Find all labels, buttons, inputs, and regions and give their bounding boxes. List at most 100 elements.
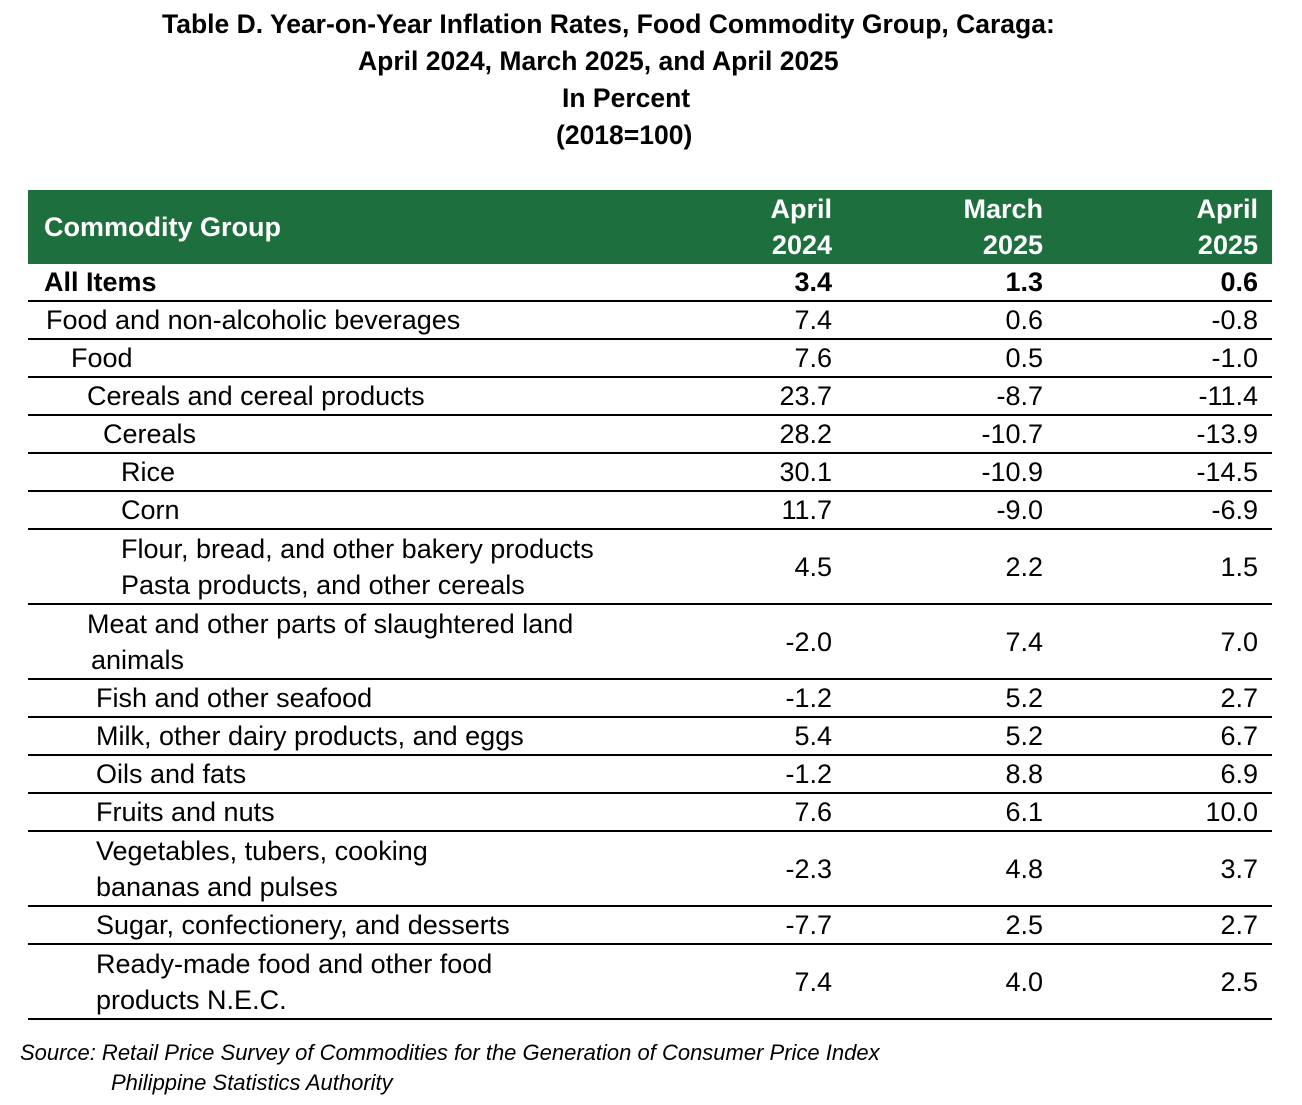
cell-april-2025: 2.7 <box>1058 906 1272 945</box>
cell-april-2024: 3.4 <box>700 264 852 302</box>
cell-march-2025: -10.7 <box>852 415 1058 454</box>
row-label-line2: Pasta products, and other cereals <box>121 569 525 600</box>
cell-march-2025: 8.8 <box>852 755 1058 794</box>
cell-april-2025: 6.9 <box>1058 755 1272 794</box>
cell-april-2024: 23.7 <box>700 377 852 416</box>
row-label: Cereals and cereal products <box>28 377 700 416</box>
title-line-2: April 2024, March 2025, and April 2025 <box>358 46 839 76</box>
cell-march-2025: 0.5 <box>852 339 1058 378</box>
cell-april-2025: -6.9 <box>1058 491 1272 530</box>
cell-april-2024: -2.3 <box>700 831 852 907</box>
row-label: Fish and other seafood <box>28 679 700 718</box>
cell-march-2025: 2.5 <box>852 906 1058 945</box>
cell-march-2025: 4.8 <box>852 831 1058 907</box>
table-row: Meat and other parts of slaughtered land… <box>28 604 1272 680</box>
table-row: Food 7.6 0.5 -1.0 <box>28 339 1272 378</box>
cell-april-2025: -13.9 <box>1058 415 1272 454</box>
table-row: Oils and fats -1.2 8.8 6.9 <box>28 755 1272 794</box>
cell-march-2025: -10.9 <box>852 453 1058 492</box>
row-label: Oils and fats <box>28 755 700 794</box>
cell-april-2025: -1.0 <box>1058 339 1272 378</box>
column-header-april-2024: April 2024 <box>700 190 852 264</box>
row-label-line2: products N.E.C. <box>96 984 287 1015</box>
cell-march-2025: -8.7 <box>852 377 1058 416</box>
row-label-line2: animals <box>91 644 185 675</box>
cell-april-2025: 6.7 <box>1058 717 1272 756</box>
title-line-1: Table D. Year-on-Year Inflation Rates, F… <box>162 9 1055 39</box>
row-label: Vegetables, tubers, cooking bananas and … <box>28 831 700 907</box>
row-label: Cereals <box>28 415 700 454</box>
inflation-table-container: Commodity Group April 2024 March 2025 Ap… <box>28 190 1272 1020</box>
cell-april-2025: 1.5 <box>1058 529 1272 605</box>
cell-april-2025: 3.7 <box>1058 831 1272 907</box>
cell-april-2025: 7.0 <box>1058 604 1272 680</box>
cell-march-2025: 6.1 <box>852 793 1058 832</box>
source-line-2: Philippine Statistics Authority <box>111 1070 393 1095</box>
title-line-3: In Percent <box>562 83 691 113</box>
row-label-line1: Vegetables, tubers, cooking <box>96 835 428 866</box>
cell-april-2025: 2.5 <box>1058 944 1272 1020</box>
row-label-line1: Meat and other parts of slaughtered land <box>87 608 574 639</box>
row-label-line2: bananas and pulses <box>96 871 338 902</box>
inflation-table: Commodity Group April 2024 March 2025 Ap… <box>28 190 1272 1020</box>
row-label: Rice <box>28 453 700 492</box>
row-label-line1: Ready-made food and other food <box>96 948 493 979</box>
table-row: Vegetables, tubers, cooking bananas and … <box>28 831 1272 907</box>
cell-march-2025: -9.0 <box>852 491 1058 530</box>
cell-march-2025: 5.2 <box>852 679 1058 718</box>
row-label: Flour, bread, and other bakery products … <box>28 529 700 605</box>
cell-april-2025: 10.0 <box>1058 793 1272 832</box>
row-label: Meat and other parts of slaughtered land… <box>28 604 700 680</box>
cell-april-2024: 7.6 <box>700 339 852 378</box>
cell-april-2025: 2.7 <box>1058 679 1272 718</box>
cell-april-2024: 7.4 <box>700 301 852 340</box>
table-title: Table D. Year-on-Year Inflation Rates, F… <box>0 6 1302 154</box>
column-header-april-2025-line1: April <box>1196 194 1258 224</box>
table-row: Milk, other dairy products, and eggs 5.4… <box>28 717 1272 756</box>
table-row: Fish and other seafood -1.2 5.2 2.7 <box>28 679 1272 718</box>
cell-march-2025: 2.2 <box>852 529 1058 605</box>
cell-april-2025: -11.4 <box>1058 377 1272 416</box>
row-label: Food <box>28 339 700 378</box>
column-header-march-2025-line2: 2025 <box>982 230 1043 260</box>
row-label: Fruits and nuts <box>28 793 700 832</box>
table-row: All Items 3.4 1.3 0.6 <box>28 264 1272 302</box>
cell-april-2024: -7.7 <box>700 906 852 945</box>
table-header-row: Commodity Group April 2024 March 2025 Ap… <box>28 190 1272 264</box>
table-row: Cereals 28.2 -10.7 -13.9 <box>28 415 1272 454</box>
row-label: Food and non-alcoholic beverages <box>28 301 700 340</box>
row-label: Sugar, confectionery, and desserts <box>28 906 700 945</box>
source-line-1: Source: Retail Price Survey of Commoditi… <box>20 1040 880 1065</box>
row-label-line1: Flour, bread, and other bakery products <box>121 533 594 564</box>
title-line-4: (2018=100) <box>556 120 693 150</box>
table-row: Sugar, confectionery, and desserts -7.7 … <box>28 906 1272 945</box>
table-row: Flour, bread, and other bakery products … <box>28 529 1272 605</box>
table-row: Cereals and cereal products 23.7 -8.7 -1… <box>28 377 1272 416</box>
row-label: Corn <box>28 491 700 530</box>
cell-april-2024: 7.6 <box>700 793 852 832</box>
cell-march-2025: 0.6 <box>852 301 1058 340</box>
column-header-april-2025: April 2025 <box>1058 190 1272 264</box>
column-header-commodity-group: Commodity Group <box>28 190 700 264</box>
row-label: All Items <box>28 264 700 302</box>
row-label: Milk, other dairy products, and eggs <box>28 717 700 756</box>
row-label: Ready-made food and other food products … <box>28 944 700 1020</box>
cell-march-2025: 4.0 <box>852 944 1058 1020</box>
column-header-april-2024-line1: April <box>770 194 832 224</box>
cell-april-2024: 5.4 <box>700 717 852 756</box>
cell-march-2025: 7.4 <box>852 604 1058 680</box>
column-header-april-2025-line2: 2025 <box>1197 230 1258 260</box>
cell-april-2024: 28.2 <box>700 415 852 454</box>
table-row: Fruits and nuts 7.6 6.1 10.0 <box>28 793 1272 832</box>
cell-april-2025: -14.5 <box>1058 453 1272 492</box>
cell-april-2024: 4.5 <box>700 529 852 605</box>
cell-march-2025: 1.3 <box>852 264 1058 302</box>
cell-april-2024: -2.0 <box>700 604 852 680</box>
cell-april-2025: 0.6 <box>1058 264 1272 302</box>
cell-april-2024: -1.2 <box>700 679 852 718</box>
cell-april-2024: 30.1 <box>700 453 852 492</box>
column-header-april-2024-line2: 2024 <box>771 230 832 260</box>
table-row: Rice 30.1 -10.9 -14.5 <box>28 453 1272 492</box>
column-header-march-2025-line1: March <box>963 194 1043 224</box>
table-row: Corn 11.7 -9.0 -6.9 <box>28 491 1272 530</box>
